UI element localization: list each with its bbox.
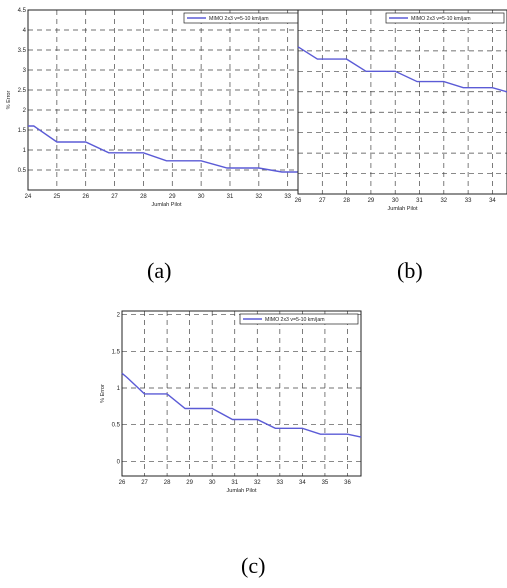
x-tick-label: 36 [344, 480, 351, 486]
x-tick-label: 33 [465, 198, 472, 204]
x-tick-label: 31 [416, 198, 423, 204]
y-tick-label: 4 [23, 28, 27, 34]
x-axis-label: Jumlah Pilot [227, 488, 257, 494]
y-axis-label: % Error [100, 384, 106, 403]
legend-label: MIMO 2x3 v=5-10 km/jam [265, 317, 325, 323]
x-tick-label: 28 [343, 198, 350, 204]
panel-label-c: (c) [241, 553, 266, 578]
plot-area [28, 10, 305, 190]
x-tick-label: 29 [368, 198, 375, 204]
plot-area [298, 10, 507, 194]
x-tick-label: 31 [231, 480, 238, 486]
x-tick-label: 26 [295, 198, 302, 204]
x-tick-label: 31 [227, 194, 234, 200]
series-line [297, 46, 507, 93]
x-tick-label: 27 [319, 198, 326, 204]
x-tick-label: 30 [392, 198, 399, 204]
legend-box [239, 313, 359, 325]
x-tick-label: 29 [186, 480, 193, 486]
y-tick-label: 1.5 [18, 128, 27, 134]
y-tick-label: 2 [117, 313, 121, 319]
y-tick-label: 1 [23, 148, 27, 154]
series-line [121, 372, 362, 438]
panel-label-a: (a) [147, 258, 172, 283]
y-tick-label: 2 [23, 108, 27, 114]
chart-b: 26 27 28 29 30 31 32 33 34 Jumlah Pilot MIMO 2x3 v… [295, 9, 507, 212]
plot-frame [121, 310, 362, 477]
y-tick-label: 1.5 [112, 349, 121, 355]
series-line [28, 125, 305, 173]
x-tick-label: 24 [25, 194, 32, 200]
x-tick-label: 27 [141, 480, 148, 486]
x-tick-label: 27 [111, 194, 118, 200]
x-tick-label: 33 [276, 480, 283, 486]
x-tick-label: 30 [209, 480, 216, 486]
x-axis-label: Jumlah Pilot [388, 206, 418, 212]
legend-label: MIMO 2x3 v=5-10 km/jam [411, 16, 471, 22]
x-tick-label: 34 [489, 198, 496, 204]
x-tick-label: 30 [198, 194, 205, 200]
x-axis-label: Jumlah Pilot [152, 202, 182, 208]
x-tick-label: 26 [82, 194, 89, 200]
y-tick-label: 3.5 [18, 48, 27, 54]
chart-a: 24 25 26 27 28 29 30 31 32 33 0.5 1 1.5 2 2.5 3 3.5 4 4.5 J… [6, 8, 306, 208]
y-axis-label: % Error [6, 91, 12, 110]
legend-label: MIMO 2x3 v=5-10 km/jam [209, 16, 269, 22]
y-tick-label: 3 [23, 68, 27, 74]
y-tick-label: 0.5 [112, 423, 121, 429]
y-tick-label: 0.5 [18, 168, 27, 174]
x-tick-label: 34 [299, 480, 306, 486]
panel-label-b: (b) [397, 258, 423, 283]
x-tick-label: 26 [119, 480, 126, 486]
x-tick-label: 33 [284, 194, 291, 200]
plot-frame [297, 9, 507, 195]
x-tick-label: 32 [440, 198, 447, 204]
x-tick-label: 32 [255, 194, 262, 200]
x-tick-label: 32 [254, 480, 261, 486]
x-tick-label: 35 [322, 480, 329, 486]
x-tick-label: 29 [169, 194, 176, 200]
legend-box [385, 12, 505, 24]
y-tick-label: 1 [117, 386, 121, 392]
y-tick-label: 4.5 [18, 8, 27, 14]
y-tick-label: 2.5 [18, 88, 27, 94]
x-tick-label: 28 [140, 194, 147, 200]
x-tick-label: 25 [54, 194, 61, 200]
x-tick-label: 28 [164, 480, 171, 486]
y-tick-label: 0 [117, 459, 121, 465]
chart-c: 26 27 28 29 30 31 32 33 34 35 36 0 0.5 1 1.5 2 Jumlah Pi… [100, 310, 362, 494]
